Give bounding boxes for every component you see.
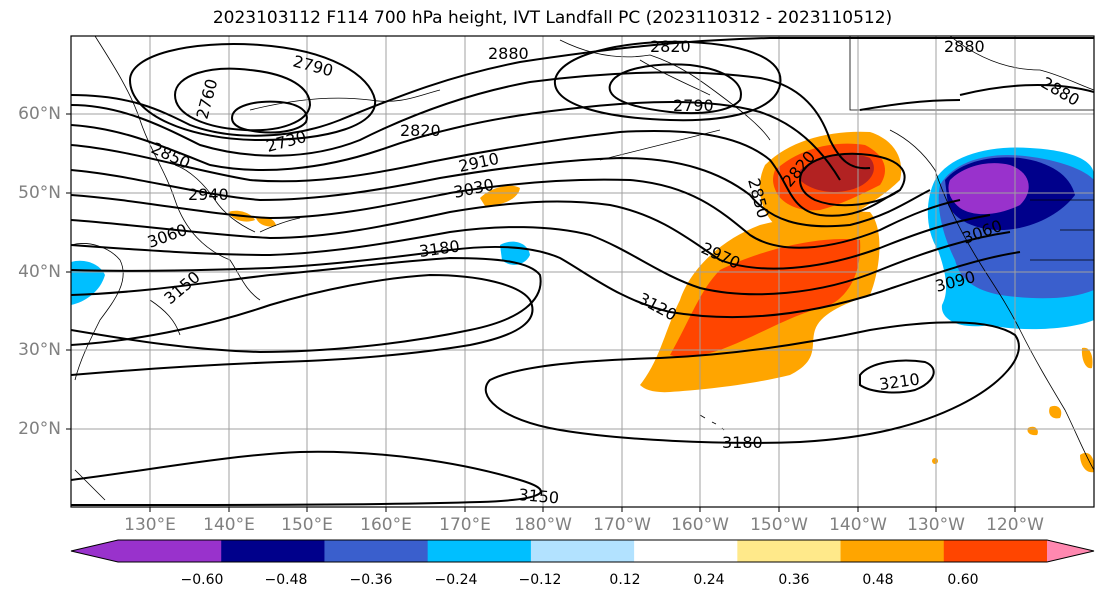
colorbar-bin [943, 540, 1048, 562]
contour-label: 3150 [518, 485, 560, 507]
colorbar-bin [737, 540, 842, 562]
contour-label: 2940 [188, 185, 229, 204]
colorbar-bin [530, 540, 635, 562]
lat-label: 40°N [18, 262, 61, 282]
lon-label: 170°W [593, 515, 651, 535]
colorbar-tick-label: −0.60 [180, 572, 224, 588]
colorbar-bin [221, 540, 325, 562]
contour-label: 3180 [722, 433, 763, 452]
colorbar-tick-label: −0.12 [518, 572, 562, 588]
colorbar-outline [70, 539, 1095, 563]
contour-label: 2790 [673, 96, 714, 115]
map-title: 2023103112 F114 700 hPa height, IVT Land… [212, 8, 893, 28]
colorbar-bin [840, 540, 945, 562]
lon-label: 160°W [671, 515, 729, 535]
lon-label: 150°E [281, 515, 333, 535]
coastlines [71, 36, 1094, 501]
contour-label: 2820 [650, 37, 691, 56]
colorbar-tick-label: 0.12 [609, 572, 641, 588]
colorbar-tick-label: −0.48 [264, 572, 308, 588]
colorbar-tick-label: 0.24 [693, 572, 725, 588]
colorbar-bin [427, 540, 532, 562]
contour-label: 2820 [400, 121, 441, 140]
height-contours [71, 37, 1094, 506]
colorbar-bin [118, 540, 222, 562]
contour-label: 2880 [944, 37, 985, 56]
lon-label: 160°E [360, 515, 412, 535]
lon-label: 140°E [203, 515, 255, 535]
colorbar-extend-max [1047, 540, 1094, 562]
colorbar-tick-label: −0.36 [349, 572, 393, 588]
lat-label: 60°N [18, 104, 61, 124]
lon-label: 130°W [907, 515, 965, 535]
lon-label: 170°E [439, 515, 491, 535]
colorbar-tick-label: 0.48 [862, 572, 894, 588]
lat-label: 50°N [18, 183, 61, 203]
colorbar-tick-label: 0.36 [778, 572, 810, 588]
lat-label: 20°N [18, 419, 61, 439]
lon-label: 140°W [829, 515, 887, 535]
colorbar-bin [324, 540, 429, 562]
lon-label: 120°W [986, 515, 1044, 535]
colorbar-tick-label: 0.60 [947, 572, 979, 588]
lat-label: 30°N [18, 340, 61, 360]
gridlines [71, 36, 1094, 507]
colorbar-extend-min [71, 540, 118, 562]
lon-label: 150°W [750, 515, 808, 535]
lon-label: 180°W [514, 515, 572, 535]
colorbar [70, 539, 1095, 563]
contour-label: 2880 [488, 44, 529, 63]
lon-label: 130°E [124, 515, 176, 535]
axis-ticks [66, 113, 1016, 512]
colorbar-tick-label: −0.24 [434, 572, 478, 588]
colorbar-bin [634, 540, 738, 562]
